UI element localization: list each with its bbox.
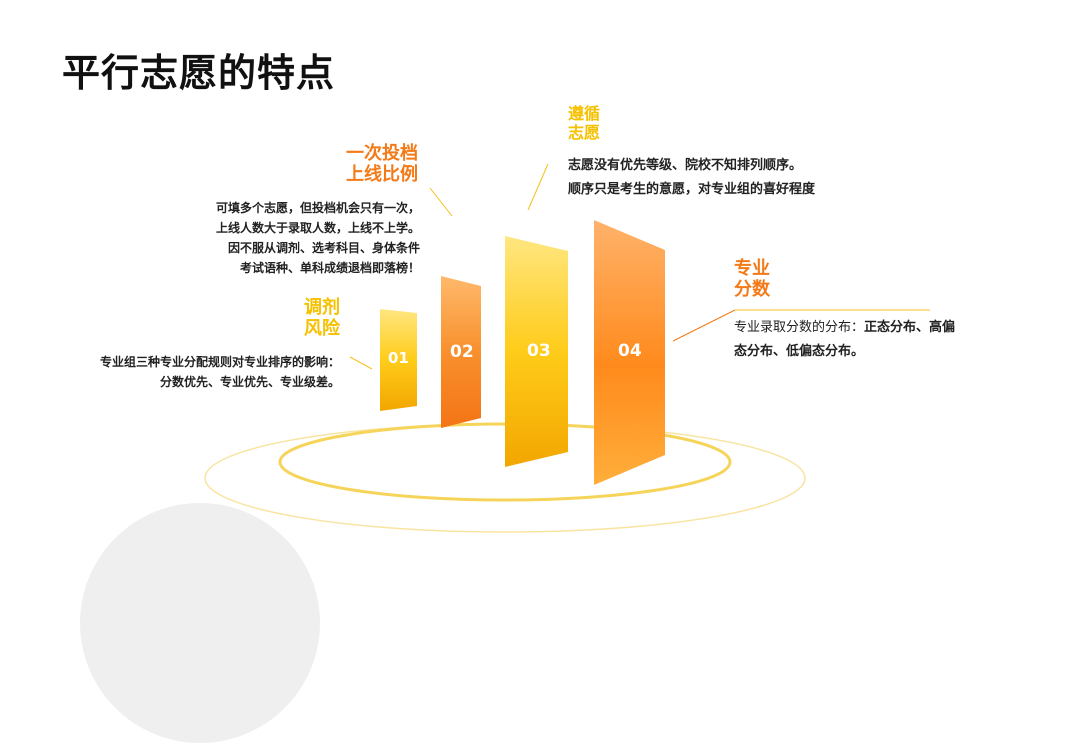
text-02: 可填多个志愿，但投档机会只有一次， 上线人数大于录取人数，上线不上学。 因不服从… [216,198,420,278]
text-01: 专业组三种专业分配规则对专业排序的影响： 分数优先、专业优先、专业级差。 [100,352,340,392]
text-03: 志愿没有优先等级、院校不知排列顺序。 顺序只是考生的意愿，对专业组的喜好程度 [568,154,815,202]
heading-02-line2: 上线比例 [346,164,418,185]
text-03-line2: 顺序只是考生的意愿，对专业组的喜好程度 [568,182,816,197]
text-02-line2: 上线人数大于录取人数，上线不上学。 [215,221,420,235]
text-03-line1: 志愿没有优先等级、院校不知排列顺序。 [568,158,803,173]
heading-01-line1: 调剂 [304,297,340,318]
bar-number-01: 01 [388,349,409,367]
text-04-line2: 态分布、低偏态分布。 [734,344,865,359]
bar-02 [441,276,481,428]
text-04-plain: 专业录取分数的分布： [734,320,865,335]
text-01-line2: 分数优先、专业优先、专业级差。 [159,375,340,389]
connector-02 [429,187,453,217]
heading-01: 调剂 风险 [304,297,340,339]
heading-03: 遵循 志愿 [568,104,600,142]
diagram-scene [204,163,930,533]
text-04-bold: 正态分布、高偏 [864,320,956,335]
bar-number-04: 04 [618,341,642,361]
heading-02-line1: 一次投档 [346,143,418,164]
heading-01-line2: 风险 [304,318,340,339]
heading-03-line1: 遵循 [568,104,601,123]
heading-04-line1: 专业 [734,258,770,279]
heading-02: 一次投档 上线比例 [346,143,418,185]
heading-04: 专业 分数 [734,258,770,300]
connector-03 [527,163,549,211]
connector-04 [672,309,736,342]
page-title: 平行志愿的特点 [62,51,336,95]
text-02-line4: 考试语种、单科成绩退档即落榜！ [239,261,420,275]
connector-01 [349,356,373,370]
text-04: 专业录取分数的分布：正态分布、高偏 态分布、低偏态分布。 [734,316,955,364]
bar-04 [594,220,665,485]
bar-number-02: 02 [450,342,474,362]
text-02-line1: 可填多个志愿，但投档机会只有一次， [215,201,420,215]
bar-number-03: 03 [527,341,551,361]
bar-01 [380,309,417,411]
heading-03-line2: 志愿 [568,123,601,142]
bar-03 [505,236,568,467]
text-04-line1: 专业录取分数的分布：正态分布、高偏 [734,316,955,340]
text-01-line1: 专业组三种专业分配规则对专业排序的影响： [99,355,340,369]
text-02-line3: 因不服从调剂、选考科目、身体条件 [227,241,420,255]
heading-04-line2: 分数 [734,279,770,300]
